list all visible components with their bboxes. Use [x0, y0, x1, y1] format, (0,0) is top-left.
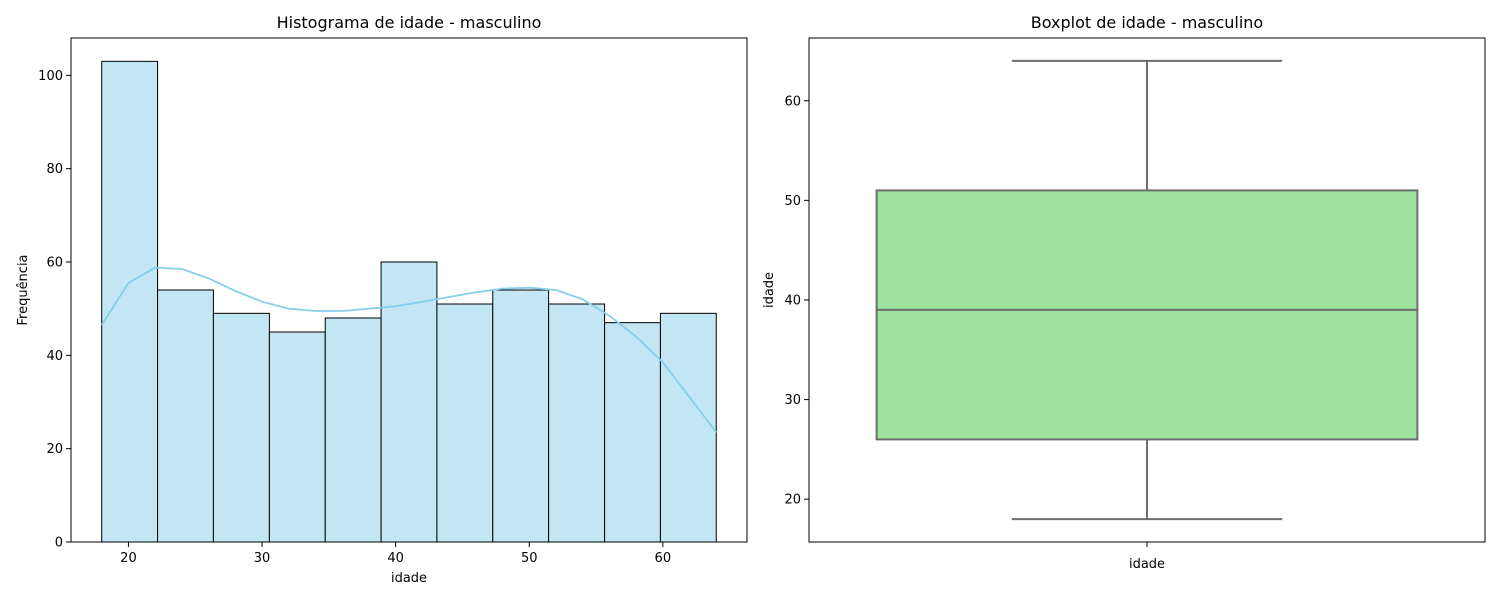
histogram-bars	[101, 60, 717, 543]
y-tick-label: 50	[784, 194, 801, 209]
histogram-bar	[101, 60, 159, 543]
y-tick-label: 40	[46, 349, 63, 364]
boxplot-marks	[875, 59, 1419, 521]
histogram-bar	[268, 331, 326, 543]
histogram-chart: Histograma de idade - masculino 20 30 40 50…	[16, 13, 748, 586]
boxplot-chart: Boxplot de idade - masculino idade 20 30 4…	[762, 13, 1486, 572]
boxplot-y-axis-label: idade	[762, 272, 777, 308]
histogram-bar	[436, 303, 494, 543]
histogram-bar	[157, 289, 214, 543]
y-tick-label: 20	[46, 442, 63, 457]
boxplot-y-ticks: 20 30 40 50 60	[784, 94, 809, 508]
boxplot-box	[875, 189, 1419, 441]
x-tick-label: 40	[387, 551, 404, 566]
boxplot-title: Boxplot de idade - masculino	[1031, 13, 1263, 32]
histogram-bar	[548, 303, 606, 543]
y-tick-label: 20	[784, 493, 801, 508]
histogram-x-ticks: 20 30 40 50 60	[120, 542, 671, 566]
y-tick-label: 100	[38, 69, 63, 84]
y-tick-label: 60	[46, 256, 63, 271]
histogram-title: Histograma de idade - masculino	[277, 13, 542, 32]
histogram-bar	[324, 317, 382, 543]
histogram-bar	[380, 261, 438, 543]
x-tick-label: idade	[1129, 557, 1165, 572]
y-tick-label: 0	[55, 536, 63, 551]
x-tick-label: 60	[655, 551, 672, 566]
y-tick-label: 30	[784, 393, 801, 408]
histogram-bar	[604, 322, 661, 543]
x-tick-label: 30	[254, 551, 271, 566]
histogram-y-axis-label: Frequência	[16, 254, 31, 325]
histogram-kde-line	[100, 266, 718, 433]
histogram-bar	[212, 312, 270, 543]
histogram-bar	[492, 289, 550, 543]
y-tick-label: 40	[784, 293, 801, 308]
histogram-y-ticks: 0 20 40 60 80 100	[38, 69, 71, 551]
y-tick-label: 60	[784, 94, 801, 109]
x-tick-label: 50	[521, 551, 538, 566]
x-tick-label: 20	[120, 551, 137, 566]
y-tick-label: 80	[46, 162, 63, 177]
histogram-bar	[659, 312, 717, 543]
boxplot-x-ticks: idade	[1129, 542, 1165, 572]
histogram-x-axis-label: idade	[391, 571, 427, 586]
